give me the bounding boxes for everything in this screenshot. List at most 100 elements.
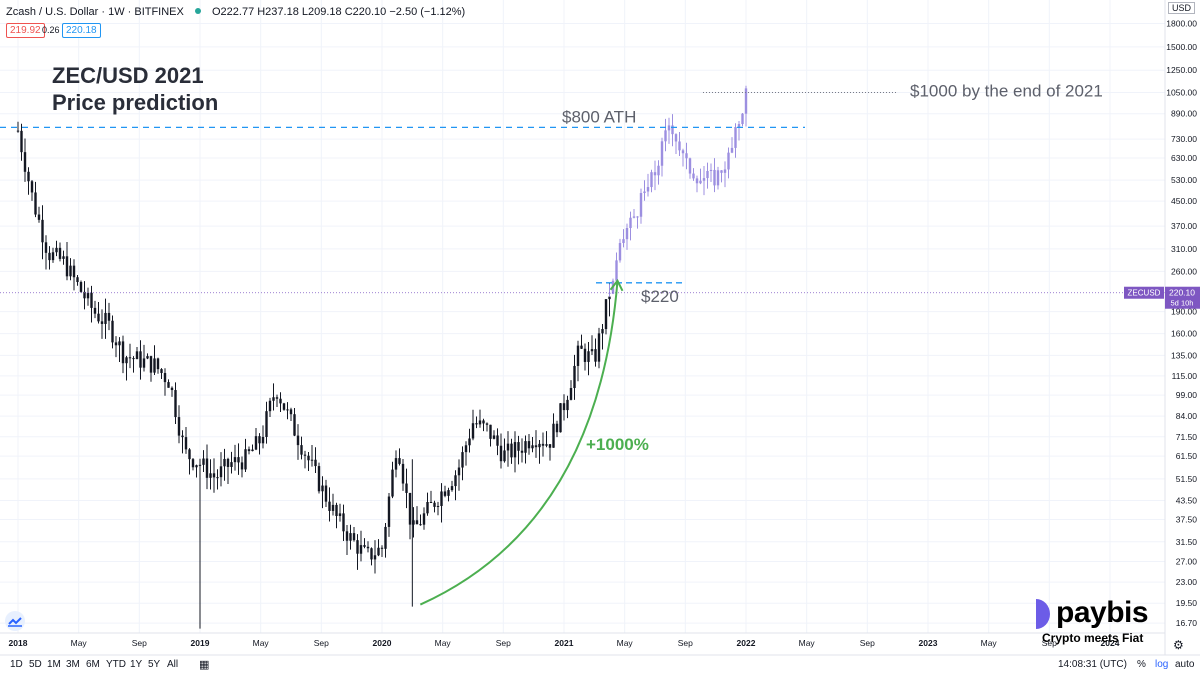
historical-candle <box>370 548 373 560</box>
historical-candle <box>135 351 139 359</box>
historical-candle <box>58 247 62 259</box>
historical-candle <box>240 462 244 470</box>
timeframe-5y[interactable]: 5Y <box>148 659 161 670</box>
historical-candle <box>237 457 240 463</box>
historical-candle <box>338 513 342 517</box>
historical-candle <box>62 256 65 259</box>
historical-candle <box>401 463 405 484</box>
historical-candle <box>331 504 335 511</box>
x-tick-label: May <box>71 638 88 648</box>
historical-candle <box>170 387 174 391</box>
prediction-candle <box>657 165 660 176</box>
historical-candle <box>55 247 58 253</box>
historical-candle <box>258 436 261 444</box>
y-tick-label: 115.00 <box>1172 371 1198 381</box>
price-tag <box>1165 286 1200 309</box>
prediction-candle <box>667 125 671 131</box>
settings-gear-icon[interactable]: ⚙ <box>1173 638 1184 652</box>
timeframe-5d[interactable]: 5D <box>29 659 42 670</box>
historical-candle <box>321 485 324 492</box>
historical-candle <box>524 441 527 453</box>
historical-candle <box>23 152 27 172</box>
historical-candle <box>457 467 461 476</box>
historical-candle <box>408 492 412 525</box>
historical-candle <box>34 192 37 215</box>
y-tick-label: 730.00 <box>1171 134 1197 144</box>
timeframe-1y[interactable]: 1Y <box>130 659 143 670</box>
historical-candle <box>202 458 205 465</box>
growth-arrow[interactable] <box>419 280 619 606</box>
x-tick-label: Sep <box>860 638 875 648</box>
bid-price-box[interactable]: 219.92 <box>6 23 45 38</box>
historical-candle <box>149 356 153 373</box>
date-range-calendar-icon[interactable]: ▦ <box>199 659 210 671</box>
timeframe-ytd[interactable]: YTD <box>106 659 126 670</box>
historical-candle <box>114 342 118 346</box>
auto-toggle[interactable]: auto <box>1175 659 1195 670</box>
historical-candle <box>121 341 125 364</box>
historical-candle <box>478 420 482 425</box>
historical-candle <box>422 513 426 525</box>
historical-candle <box>510 443 513 458</box>
historical-candle <box>559 403 562 433</box>
historical-candle <box>387 496 391 527</box>
historical-candle <box>380 547 384 549</box>
historical-candle <box>212 473 216 478</box>
historical-candle <box>492 435 496 439</box>
historical-candle <box>342 513 345 532</box>
prediction-candle <box>622 239 625 244</box>
timeframe-6m[interactable]: 6M <box>86 659 100 670</box>
prediction-candle <box>685 153 688 159</box>
historical-candle <box>191 459 195 468</box>
historical-candle <box>195 465 198 468</box>
x-tick-label: 2021 <box>555 638 574 648</box>
prediction-candle <box>650 172 653 188</box>
historical-candle <box>156 358 160 370</box>
historical-candle <box>132 358 135 360</box>
prediction-candle <box>632 216 636 218</box>
percent-toggle[interactable]: % <box>1137 659 1146 670</box>
historical-candle <box>345 531 349 541</box>
historical-candle <box>251 449 254 452</box>
y-tick-label: 43.50 <box>1176 495 1198 505</box>
tradingview-logo-icon[interactable] <box>5 611 25 631</box>
prediction-candle <box>702 178 706 181</box>
historical-candle <box>398 458 401 464</box>
prediction-candle <box>618 243 622 261</box>
timeframe-3m[interactable]: 3M <box>66 659 80 670</box>
ath-label: $800 ATH <box>562 107 636 126</box>
historical-candle <box>597 333 601 362</box>
historical-candle <box>153 358 156 373</box>
timeframe-1m[interactable]: 1M <box>47 659 61 670</box>
x-tick-label: 2023 <box>919 638 938 648</box>
historical-candle <box>443 491 447 496</box>
currency-label[interactable]: USD <box>1168 2 1196 14</box>
prediction-candle <box>646 187 650 192</box>
historical-candle <box>377 547 380 556</box>
y-tick-label: 190.00 <box>1171 307 1197 317</box>
historical-candle <box>541 443 545 446</box>
historical-candle <box>51 252 55 261</box>
ask-price-box[interactable]: 220.18 <box>62 23 101 38</box>
historical-candle <box>555 423 559 433</box>
timeframe-1d[interactable]: 1D <box>10 659 23 670</box>
historical-candle <box>296 435 300 446</box>
symbol-title[interactable]: Zcash / U.S. Dollar · 1W · BITFINEX <box>6 6 184 18</box>
symbol-tag-label: ZECUSD <box>1128 289 1161 298</box>
historical-candle <box>181 435 184 438</box>
historical-candle <box>125 357 128 364</box>
historical-candle <box>517 442 520 451</box>
prediction-candle <box>681 150 685 154</box>
historical-candle <box>111 320 114 343</box>
status-dot-icon <box>194 8 201 14</box>
timeframe-all[interactable]: All <box>167 659 179 670</box>
historical-candle <box>352 533 356 541</box>
historical-candle <box>520 450 524 453</box>
historical-candle <box>485 423 489 425</box>
historical-candle <box>349 533 352 541</box>
historical-candle <box>128 357 132 359</box>
historical-candle <box>272 397 275 401</box>
historical-candle <box>573 365 576 389</box>
log-toggle[interactable]: log <box>1155 659 1169 670</box>
